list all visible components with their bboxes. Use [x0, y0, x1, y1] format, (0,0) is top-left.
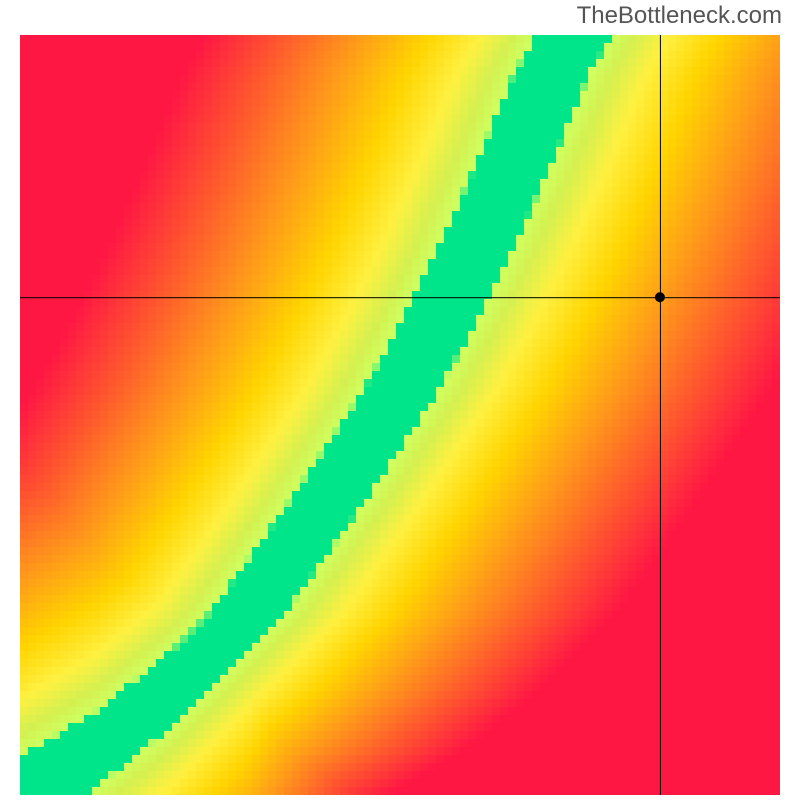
watermark-text: TheBottleneck.com: [577, 2, 782, 30]
bottleneck-heatmap: [20, 35, 780, 795]
heatmap-canvas: [20, 35, 780, 795]
